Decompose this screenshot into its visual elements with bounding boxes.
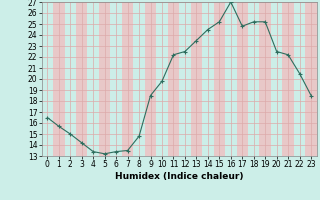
Bar — [214, 2, 225, 156]
Bar — [236, 2, 248, 156]
Bar — [122, 2, 133, 156]
Bar — [168, 2, 179, 156]
Bar — [145, 2, 156, 156]
Bar — [260, 2, 271, 156]
Bar — [282, 2, 294, 156]
Bar — [53, 2, 65, 156]
Bar — [99, 2, 110, 156]
Bar — [76, 2, 87, 156]
Bar — [305, 2, 317, 156]
X-axis label: Humidex (Indice chaleur): Humidex (Indice chaleur) — [115, 172, 244, 181]
Bar — [191, 2, 202, 156]
